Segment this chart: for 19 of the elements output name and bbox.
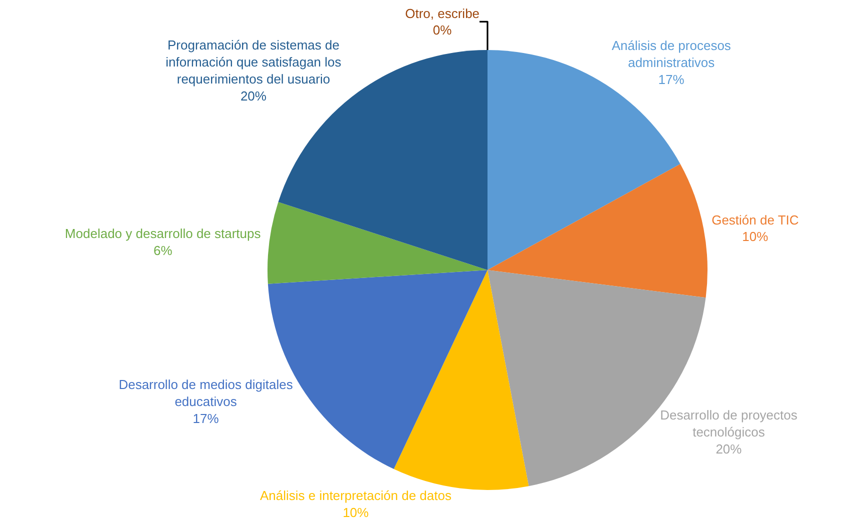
slice-label: Análisis e interpretación de datos bbox=[260, 488, 452, 504]
data-label: 17% bbox=[658, 72, 685, 87]
data-label: 10% bbox=[742, 229, 769, 244]
slice-label: Gestión de TIC bbox=[712, 212, 799, 228]
text: 0% bbox=[432, 22, 452, 38]
data-label: 10% bbox=[342, 504, 370, 520]
data-label: 20% bbox=[716, 441, 742, 456]
slice-label: Modelado y desarrollo de startups bbox=[64, 226, 262, 242]
slice-label: Desarrollo de medios digitales educativos bbox=[118, 376, 294, 409]
data-label: 17% bbox=[192, 410, 220, 426]
slice-label: Programación de sistemas de información que satisfagan los requerimientos del usuario bbox=[166, 38, 342, 86]
slice-label: Análisis de procesos administrativos bbox=[612, 38, 732, 70]
pie-slice bbox=[394, 270, 529, 490]
category-label: Otro, escribe bbox=[405, 6, 480, 21]
data-label: 6% bbox=[153, 243, 173, 258]
slice-label: Desarrollo de proyectos tecnológicos bbox=[660, 408, 798, 440]
data-label: 20% bbox=[240, 88, 267, 104]
pie-slice bbox=[488, 164, 708, 298]
pie-slice bbox=[268, 202, 488, 284]
